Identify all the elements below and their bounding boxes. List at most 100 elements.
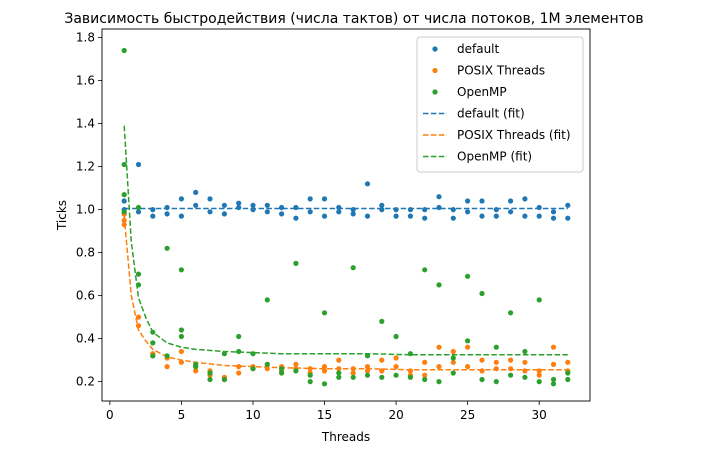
point-openmp [293, 260, 299, 266]
point-posix-threads [307, 366, 313, 372]
y-tick-label: 1.0 [76, 203, 95, 217]
point-posix-threads [465, 364, 471, 370]
point-openmp [221, 376, 227, 383]
point-posix-threads [364, 364, 371, 370]
point-default [321, 213, 328, 219]
point-default [422, 215, 428, 221]
point-default [450, 215, 456, 221]
point-posix-threads [536, 368, 542, 374]
point-default [221, 202, 227, 208]
point-posix-threads [336, 366, 342, 372]
point-default [522, 196, 528, 202]
point-openmp [193, 364, 199, 370]
point-openmp [536, 379, 542, 385]
legend-label: default [457, 42, 500, 56]
point-openmp [121, 47, 127, 54]
point-posix-threads [321, 364, 328, 370]
point-openmp [393, 372, 399, 378]
point-openmp [350, 265, 356, 271]
point-posix-threads [178, 348, 184, 355]
legend-label: OpenMP (fit) [457, 150, 532, 164]
point-posix-threads [565, 359, 571, 365]
point-posix-threads [236, 370, 242, 376]
point-posix-threads [293, 361, 299, 367]
point-default [279, 211, 285, 217]
point-openmp [264, 297, 270, 303]
point-posix-threads [422, 359, 428, 365]
point-default [565, 215, 571, 221]
point-default [178, 213, 184, 219]
legend-label: default (fit) [457, 107, 525, 121]
point-default [250, 202, 256, 208]
point-openmp [350, 374, 356, 380]
point-openmp [436, 379, 442, 385]
point-openmp [250, 366, 256, 372]
point-posix-threads [508, 357, 514, 363]
point-default [465, 209, 471, 215]
point-default [236, 204, 242, 211]
point-posix-threads [536, 372, 542, 378]
point-openmp [493, 379, 499, 385]
point-default [508, 198, 514, 204]
y-tick-label: 1.4 [76, 117, 95, 131]
point-openmp [450, 355, 456, 361]
point-openmp [565, 370, 571, 376]
point-posix-threads [436, 364, 442, 370]
point-openmp [135, 204, 142, 211]
point-openmp [236, 333, 242, 340]
point-openmp [307, 372, 313, 378]
point-default [479, 213, 485, 219]
point-openmp [550, 381, 557, 387]
point-default [522, 213, 528, 219]
point-default [479, 198, 485, 204]
legend-marker-openmp [432, 89, 438, 95]
point-openmp [522, 374, 528, 380]
point-openmp [508, 372, 514, 378]
point-posix-threads [135, 314, 142, 320]
point-posix-threads [465, 344, 471, 350]
y-tick-label: 0.4 [76, 332, 95, 346]
point-default [293, 215, 299, 221]
point-openmp [450, 370, 456, 376]
point-openmp [479, 376, 485, 383]
point-openmp [465, 273, 471, 279]
point-posix-threads [407, 368, 413, 374]
x-tick-label: 5 [178, 408, 186, 422]
point-default [250, 207, 256, 213]
point-default [379, 207, 385, 213]
point-default [393, 207, 399, 213]
point-openmp [493, 344, 499, 350]
point-default [221, 211, 227, 217]
x-tick-label: 30 [532, 408, 547, 422]
legend-label: POSIX Threads [457, 64, 545, 78]
point-posix-threads [436, 344, 442, 350]
point-default [193, 189, 199, 195]
point-default [422, 207, 428, 213]
point-default [207, 196, 213, 202]
point-posix-threads [493, 359, 499, 365]
point-posix-threads [121, 222, 127, 228]
point-default [307, 196, 313, 202]
point-posix-threads [522, 359, 528, 365]
point-openmp [422, 267, 428, 273]
legend-marker-posix-threads [432, 67, 438, 74]
point-openmp [307, 379, 313, 385]
point-posix-threads [336, 357, 342, 363]
point-default [350, 211, 356, 217]
point-openmp [293, 368, 299, 374]
x-tick-label: 0 [106, 408, 114, 422]
point-default [407, 207, 413, 213]
point-posix-threads [393, 355, 399, 361]
point-default [565, 202, 571, 208]
point-default [436, 204, 442, 211]
point-posix-threads [379, 357, 385, 363]
point-openmp [379, 318, 385, 324]
point-default [407, 213, 413, 219]
point-openmp [479, 290, 485, 297]
point-default [336, 209, 342, 215]
point-posix-threads [321, 368, 328, 374]
point-posix-threads [193, 368, 199, 374]
point-posix-threads [522, 368, 528, 374]
y-tick-label: 0.2 [76, 375, 95, 389]
